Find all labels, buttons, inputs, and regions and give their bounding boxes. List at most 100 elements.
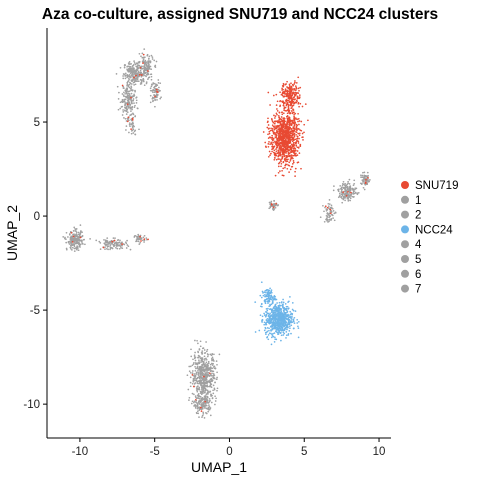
point-1 [135,99,138,102]
point-6 [128,119,130,122]
point-2 [189,371,192,374]
point-4 [77,242,80,244]
point-2 [212,389,214,392]
point-1 [148,76,151,79]
point-1 [147,61,150,64]
point-2 [204,398,207,401]
point-5 [341,201,344,204]
point-7 [270,200,273,203]
point-snu719 [192,385,195,388]
point-1 [137,71,140,74]
point-2 [204,368,206,371]
point-2 [191,370,194,372]
point-snu719 [286,80,288,83]
point-4 [81,235,84,237]
point-4 [73,250,76,252]
point-snu719 [273,133,275,135]
point-1 [131,71,133,74]
point-5 [367,174,369,177]
point-6 [125,129,127,131]
point-snu719 [272,146,275,149]
point-2 [216,389,218,392]
point-5 [324,206,326,209]
point-snu719 [273,122,276,125]
point-4 [143,234,146,237]
point-snu719 [292,143,295,146]
point-1 [118,91,120,94]
point-snu719 [283,92,286,95]
point-1 [129,81,131,84]
point-snu719 [199,406,202,409]
point-1 [121,93,124,95]
point-2 [192,363,195,365]
point-snu719 [277,152,279,155]
point-1 [126,81,129,84]
point-snu719 [279,136,282,139]
point-2 [198,407,201,410]
point-ncc24 [276,308,279,310]
point-ncc24 [265,308,268,310]
point-1 [123,117,125,119]
point-snu719 [303,131,305,134]
point-ncc24 [264,300,267,303]
point-6 [158,86,160,89]
point-4 [65,247,68,250]
point-snu719 [277,158,279,160]
point-ncc24 [262,294,265,297]
point-snu719 [270,152,272,155]
point-4 [114,241,117,244]
point-snu719 [278,136,281,139]
point-1 [136,78,139,81]
point-2 [196,382,199,385]
point-2 [213,388,216,391]
point-4 [62,236,65,238]
point-1 [134,89,136,92]
point-snu719 [293,102,295,105]
point-snu719 [291,156,293,159]
point-ncc24 [265,333,267,336]
point-snu719 [133,76,135,79]
point-2 [196,367,199,370]
point-snu719 [282,92,285,95]
point-ncc24 [287,333,290,335]
point-6 [131,127,134,129]
point-snu719 [281,119,283,122]
point-ncc24 [283,316,286,318]
point-1 [129,76,132,79]
point-snu719 [147,70,149,72]
point-5 [356,193,359,196]
point-snu719 [294,112,297,115]
point-1 [127,84,130,87]
point-ncc24 [268,332,271,335]
point-2 [208,385,211,388]
point-4 [67,236,69,238]
point-snu719 [276,125,279,128]
point-4 [73,230,75,232]
point-2 [189,376,192,379]
point-2 [197,354,200,357]
point-5 [355,192,357,194]
point-ncc24 [265,291,267,294]
point-2 [211,359,213,362]
point-snu719 [290,132,293,135]
point-1 [134,77,137,80]
point-snu719 [294,175,296,177]
point-5 [342,186,345,189]
point-snu719 [287,143,289,145]
point-snu719 [269,129,272,132]
point-ncc24 [270,343,273,346]
point-snu719 [269,104,271,106]
point-snu719 [297,112,299,115]
point-1 [123,66,126,69]
point-snu719 [280,165,282,168]
x-tick-label: 0 [226,446,232,458]
point-snu719 [288,86,291,89]
point-snu719 [294,170,296,173]
point-2 [202,390,204,393]
point-6 [149,87,152,90]
point-1 [131,89,134,92]
point-ncc24 [274,338,277,341]
point-2 [204,388,207,390]
point-snu719 [286,126,289,128]
point-ncc24 [280,329,283,332]
